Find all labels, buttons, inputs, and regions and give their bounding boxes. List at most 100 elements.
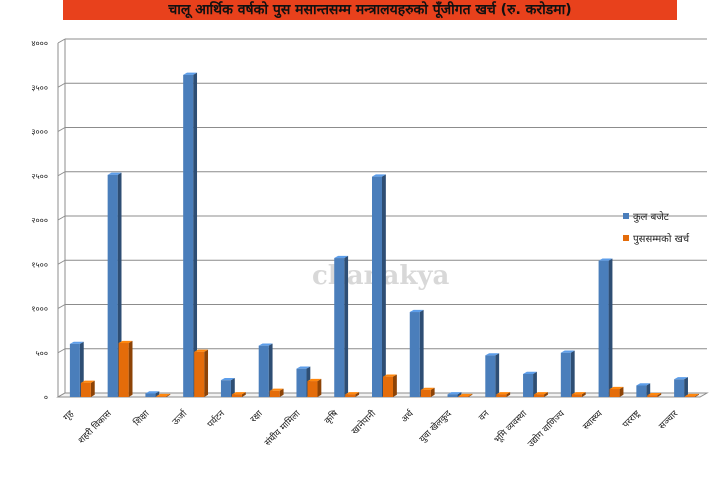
y-tick-label: ५०० [36,349,48,358]
bar-budget-front [523,373,534,397]
bar-spent-side [279,388,284,397]
bar-budget-top [636,383,651,386]
bar-spent-top [383,374,397,377]
bar-budget-side [268,343,273,397]
bar-budget [447,392,462,397]
bar-budget-side [646,383,651,397]
bar-budget-front [636,385,647,397]
bar-spent-top [685,393,699,397]
bar-spent-top [534,392,548,395]
bar-spent-front [685,396,696,397]
y-tick-label: ० [44,393,48,402]
bar-budget [560,350,575,397]
y-tick-label: ४००० [31,39,48,48]
bar-budget-front [334,258,345,397]
bar-spent [383,374,397,397]
bar-spent-side [393,374,397,397]
gridline-wall-5 [57,171,66,177]
bar-spent-top [420,387,435,390]
bar-spent-side [241,392,246,397]
bar-spent [571,392,586,397]
x-tick-label: कृषि [322,407,341,426]
bar-budget-top [372,174,386,177]
bar-spent-top [345,392,360,395]
x-tick-label: स्वास्थ्य [581,409,605,433]
gridline-wall-3 [57,259,66,265]
bar-budget-side [382,174,386,397]
bar-spent-front [80,382,91,397]
bar-spent-side [430,387,435,397]
bar-spent-top [609,386,624,390]
bar-budget-top [296,366,311,369]
bar-spent-front [118,343,129,397]
bar-budget [258,343,273,397]
bar-spent [496,392,511,397]
bar-spent-front [269,390,280,397]
bar-spent-front [307,381,318,397]
bar-budget-top [598,258,613,261]
bar-budget [598,258,613,397]
bar-spent [345,392,360,397]
bar-spent-front [496,394,507,397]
bar-spent-top [80,380,95,383]
bar-spent [420,387,435,397]
bar-spent-front [383,376,393,397]
bar-spent [156,393,171,397]
bar-budget-top [220,377,235,381]
bar-budget-front [220,380,231,397]
bar-spent-side [317,378,322,397]
bar-budget-front [485,355,496,397]
bar-spent-top [496,392,511,395]
bar-budget-top [523,371,537,374]
y-tick-label: ३५०० [31,83,48,92]
bar-budget-top [107,172,122,175]
x-tick-label: वन [477,408,492,423]
bar-budget-side [419,309,424,397]
bar-budget-front [409,312,420,397]
bar-spent [609,386,624,397]
bar-spent-side [581,392,586,397]
bar-budget-front [145,393,156,397]
bar-spent [118,340,133,397]
bar-spent-side [468,393,473,397]
bar-spent [269,388,284,397]
gridline-wall-6 [57,127,66,132]
bar-budget [372,174,386,397]
bar-budget [636,383,651,397]
bar-spent [534,392,548,397]
x-tick-label: परराष्ट्र [621,409,643,431]
x-tick-label: सञ्चार [657,409,680,432]
x-tick-label: भूमि व्यवस्था [491,407,529,445]
x-axis-labels: गृह शहरी विकास शिक्षा ऊर्जा पर्यटन रक्षासंघीय… [62,407,680,450]
bar-budget-top [334,255,349,259]
y-tick-label: १५०० [31,260,48,269]
bar-spent-side [695,393,699,397]
bar-spent-side [90,380,95,397]
bar-spent-front [194,351,205,397]
gridline-wall-7 [57,82,66,88]
bar-budget-top [409,309,424,313]
bar-budget-side [344,255,349,397]
bar-spent-front [609,389,620,397]
bar-budget-top [447,392,462,395]
bar-budget-front [674,379,685,397]
gridline-wall-1 [57,348,66,354]
bar-budget [107,172,122,397]
bar-budget-side [533,371,537,397]
bar-budget-side [457,392,462,397]
x-tick-label: गृह [62,409,76,423]
bar-budget-front [447,394,458,397]
bar-budget-top [183,72,198,75]
x-tick-label: शहरी विकास [75,407,114,446]
x-tick-label: खानेपानी [349,407,379,437]
bar-spent-side [166,393,171,397]
bar-budget [145,391,160,397]
bar-spent-top [269,388,284,391]
x-tick-label: पर्यटन [205,407,228,430]
bar-spent-side [128,340,133,397]
y-axis-labels: ० ५०० १००० १५०० २००० २५०० ३००० ३५०० ४००० [31,39,48,402]
bar-spent-top [458,393,473,397]
x-tick-label: उद्योग वाणिज्य [525,407,568,450]
bar-budget-top [145,391,160,394]
